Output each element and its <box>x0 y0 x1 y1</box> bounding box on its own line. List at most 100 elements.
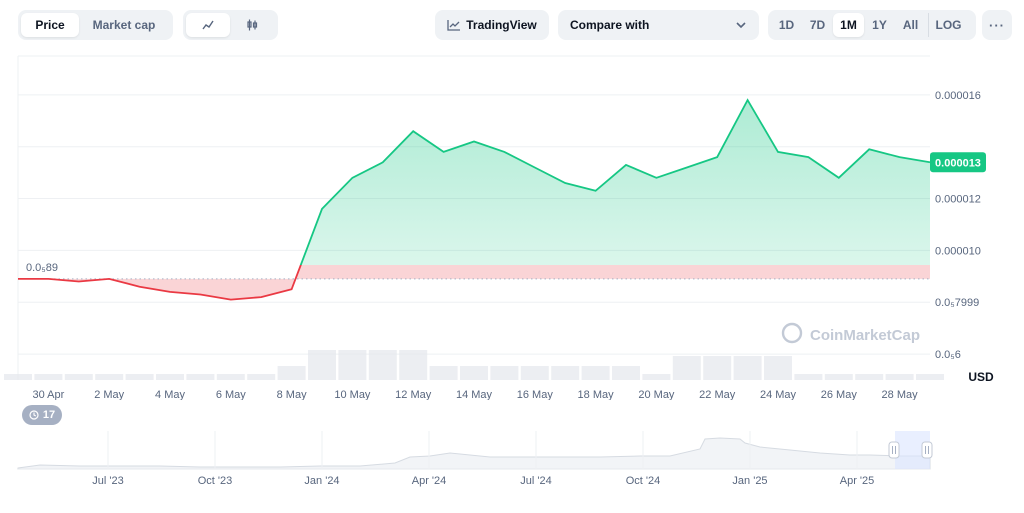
x-tick-label: 8 May <box>277 389 307 400</box>
price-marketcap-toggle: Price Market cap <box>18 10 173 40</box>
chevron-down-icon <box>736 22 746 29</box>
x-tick-label: 24 May <box>760 389 797 400</box>
navigator-label: Jan '24 <box>304 475 339 487</box>
history-count: 17 <box>42 409 56 421</box>
last-price-badge: 0.000013 <box>930 152 986 173</box>
volume-bar <box>247 374 276 380</box>
chart-style-toggle <box>183 10 278 40</box>
navigator-left-handle[interactable] <box>888 441 900 459</box>
time-range-toggle: 1D 7D 1M 1Y All LOG <box>768 10 976 40</box>
volume-bar <box>34 374 63 380</box>
range-navigator[interactable]: Jul '23 Oct '23 Jan '24 Apr '24 Jul '24 Oct '… <box>0 413 1024 513</box>
navigator-label: Oct '24 <box>626 475 661 487</box>
candlestick-button[interactable] <box>230 13 274 37</box>
price-area <box>18 100 930 300</box>
currency-label: USD <box>968 370 994 384</box>
volume-bar <box>520 366 549 380</box>
log-scale-button[interactable]: LOG <box>928 13 968 37</box>
tradingview-label: TradingView <box>466 18 537 32</box>
x-tick-label: 10 May <box>334 389 371 400</box>
navigator-label: Apr '24 <box>412 475 447 487</box>
volume-bar <box>490 366 519 380</box>
volume-bar <box>824 374 853 380</box>
line-chart-button[interactable] <box>186 13 230 37</box>
volume-bar <box>551 366 580 380</box>
navigator-label: Jul '23 <box>92 475 123 487</box>
x-axis-labels: 30 Apr 2 May 4 May 6 May 8 May 10 May 12 May 14… <box>32 389 918 400</box>
watermark-logo-icon <box>781 322 803 344</box>
navigator-label: Jan '25 <box>732 475 767 487</box>
x-tick-label: 20 May <box>638 389 675 400</box>
volume-bars <box>4 350 944 380</box>
volume-bar <box>885 374 914 380</box>
x-tick-label: 14 May <box>456 389 493 400</box>
y-tick-label: 0.000010 <box>935 245 981 257</box>
volume-bar <box>794 374 823 380</box>
x-tick-label: 16 May <box>517 389 554 400</box>
navigator-label: Jul '24 <box>520 475 551 487</box>
volume-bar <box>672 356 701 380</box>
x-tick-label: 18 May <box>578 389 615 400</box>
start-price-label: 0.0₅89 <box>26 262 58 274</box>
volume-bar <box>581 366 610 380</box>
navigator-label: Apr '25 <box>840 475 875 487</box>
y-axis-labels: 0.000016 0.000012 0.000010 0.0₅7999 0.0₅6 <box>935 90 981 361</box>
tradingview-button[interactable]: TradingView <box>435 10 549 40</box>
range-7d-button[interactable]: 7D <box>809 18 826 32</box>
volume-bar <box>368 350 397 380</box>
x-tick-label: 22 May <box>699 389 736 400</box>
volume-bar <box>4 374 32 380</box>
range-all-button[interactable]: All <box>902 18 919 32</box>
price-line-up <box>299 98 930 265</box>
x-tick-label: 2 May <box>94 389 124 400</box>
more-options-button[interactable]: ··· <box>982 10 1012 40</box>
x-tick-label: 12 May <box>395 389 432 400</box>
volume-bar <box>277 366 306 380</box>
watermark: CoinMarketCap <box>810 327 920 344</box>
volume-bar <box>703 356 732 380</box>
volume-bar <box>186 374 215 380</box>
market-cap-tab[interactable]: Market cap <box>92 18 156 32</box>
range-1y-button[interactable]: 1Y <box>872 18 887 32</box>
x-tick-label: 6 May <box>216 389 246 400</box>
volume-bar <box>855 374 884 380</box>
volume-bar <box>612 366 640 380</box>
volume-bar <box>733 356 762 380</box>
navigator-area <box>17 437 931 470</box>
price-area-up <box>300 100 930 265</box>
tradingview-chart-icon <box>447 20 461 31</box>
price-chart[interactable]: CoinMarketCap 0.0000160.0000120.0000100.… <box>0 0 1024 400</box>
volume-bar <box>125 374 154 380</box>
candlestick-icon <box>247 19 258 31</box>
price-line <box>18 98 930 301</box>
x-tick-label: 26 May <box>821 389 858 400</box>
y-tick-label: 0.000012 <box>935 194 981 206</box>
navigator-labels: Jul '23 Oct '23 Jan '24 Apr '24 Jul '24 Oct '… <box>92 475 874 487</box>
volume-bar <box>156 374 184 380</box>
clock-icon <box>29 410 39 420</box>
svg-text:0.000013: 0.000013 <box>935 157 981 169</box>
price-line-down <box>18 265 302 301</box>
volume-bar <box>642 374 671 380</box>
range-1d-button[interactable]: 1D <box>778 18 795 32</box>
y-tick-label: 0.0₅6 <box>935 349 961 361</box>
navigator-right-handle[interactable] <box>921 441 933 459</box>
range-1m-button[interactable]: 1M <box>833 13 864 37</box>
y-tick-label: 0.000016 <box>935 90 981 102</box>
volume-bar <box>95 374 124 380</box>
volume-bar <box>429 366 458 380</box>
price-area-down <box>18 265 930 300</box>
navigator-gridlines <box>107 431 858 469</box>
price-tab[interactable]: Price <box>21 13 79 37</box>
volume-bar <box>916 374 944 380</box>
history-badge[interactable]: 17 <box>22 405 62 425</box>
line-chart-icon <box>202 20 214 30</box>
compare-with-dropdown[interactable]: Compare with <box>558 10 759 40</box>
x-tick-label: 30 Apr <box>32 389 64 400</box>
y-tick-label: 0.0₅7999 <box>935 297 979 309</box>
x-tick-label: 28 May <box>882 389 919 400</box>
volume-bar <box>338 350 367 380</box>
volume-bar <box>308 350 336 380</box>
navigator-label: Oct '23 <box>198 475 233 487</box>
volume-bar <box>460 366 488 380</box>
